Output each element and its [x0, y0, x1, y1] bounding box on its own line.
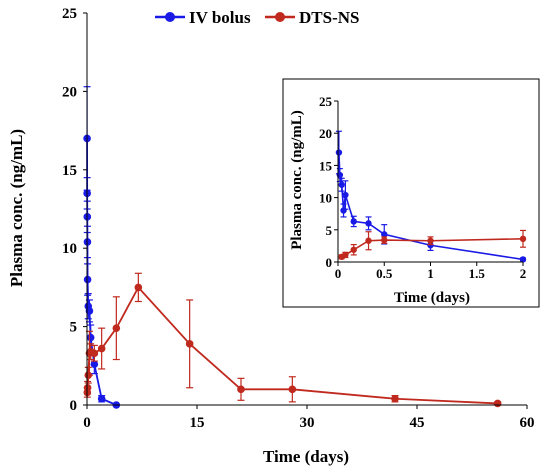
main-point-dts-ns	[493, 399, 502, 408]
main-x-tick-label: 0	[83, 415, 91, 431]
inset-x-tick-label: 2	[520, 266, 527, 281]
inset-y-tick-label: 5	[326, 223, 333, 238]
main-y-tick-label: 20	[62, 84, 77, 100]
inset-chart-marks	[335, 130, 527, 263]
inset-point-dts-ns	[381, 236, 388, 244]
main-point-iv-bolus	[83, 275, 92, 284]
inset-y-axis-label: Plasma conc. (ng/mL)	[289, 110, 305, 250]
legend-marker-dts-ns	[275, 12, 285, 22]
inset-point-dts-ns	[365, 237, 372, 244]
inset-frame	[282, 78, 540, 308]
inset-y-tick-label: 15	[319, 158, 333, 173]
main-point-dts-ns	[391, 394, 399, 403]
main-x-axis-label: Time (days)	[263, 447, 349, 466]
main-x-tick-label: 60	[520, 415, 535, 431]
main-point-iv-bolus	[86, 333, 95, 342]
main-point-dts-ns	[90, 349, 99, 358]
main-y-tick-label: 15	[62, 163, 77, 179]
main-point-iv-bolus	[85, 307, 94, 315]
inset-point-dts-ns	[519, 235, 527, 243]
inset-x-axis-label: Time (days)	[394, 290, 470, 306]
main-point-dts-ns	[185, 340, 194, 348]
main-x-tick-label: 45	[410, 415, 425, 431]
inset-y-tick-label: 25	[319, 94, 333, 109]
inset-point-iv-bolus	[350, 218, 357, 225]
inset-point-dts-ns	[350, 246, 357, 253]
main-point-dts-ns	[97, 344, 106, 353]
inset-point-dts-ns	[342, 251, 349, 259]
inset-series-dts-ns	[338, 229, 527, 261]
main-y-tick-label: 0	[70, 398, 78, 414]
main-y-axis-label: Plasma conc. (ng/mL)	[7, 129, 26, 287]
inset-x-tick-label: 1	[427, 266, 434, 281]
inset-point-iv-bolus	[338, 181, 345, 188]
legend-marker-iv-bolus	[165, 12, 175, 22]
inset-point-iv-bolus	[335, 149, 343, 156]
main-x-tick-label: 15	[190, 415, 205, 431]
inset-point-dts-ns	[427, 237, 434, 244]
main-point-dts-ns	[112, 324, 121, 332]
main-point-iv-bolus	[97, 394, 106, 403]
inset-point-iv-bolus	[340, 207, 347, 214]
inset-x-tick-label: 0.5	[376, 266, 393, 281]
inset-y-tick-label: 10	[319, 191, 332, 206]
inset-point-iv-bolus	[342, 191, 349, 199]
inset-y-tick-label: 20	[319, 126, 332, 141]
inset-point-iv-bolus	[365, 220, 372, 227]
legend-item-iv-bolus: IV bolus	[155, 8, 251, 27]
legend-item-dts-ns: DTS-NS	[265, 8, 359, 27]
legend: IV bolus DTS-NS	[155, 8, 359, 27]
inset-point-iv-bolus	[381, 231, 388, 238]
main-series-dts-ns	[83, 272, 502, 408]
legend-label-dts-ns: DTS-NS	[299, 8, 359, 27]
inset-x-tick-label: 1.5	[469, 266, 486, 281]
inset-y-tick-label: 0	[326, 255, 333, 270]
main-point-dts-ns	[237, 385, 245, 394]
inset-point-iv-bolus	[427, 242, 434, 249]
main-point-dts-ns	[83, 383, 92, 392]
main-point-dts-ns	[134, 283, 143, 292]
main-x-tick-label: 30	[300, 415, 315, 431]
main-y-tick-label: 10	[62, 241, 77, 257]
main-y-tick-label: 5	[70, 320, 78, 336]
main-point-dts-ns	[84, 371, 93, 380]
legend-label-iv-bolus: IV bolus	[189, 8, 251, 27]
main-point-dts-ns	[288, 385, 297, 394]
main-y-tick-label: 25	[62, 6, 77, 22]
inset-point-iv-bolus	[519, 256, 527, 263]
main-point-iv-bolus	[90, 360, 99, 369]
inset-x-tick-label: 0	[335, 266, 342, 281]
